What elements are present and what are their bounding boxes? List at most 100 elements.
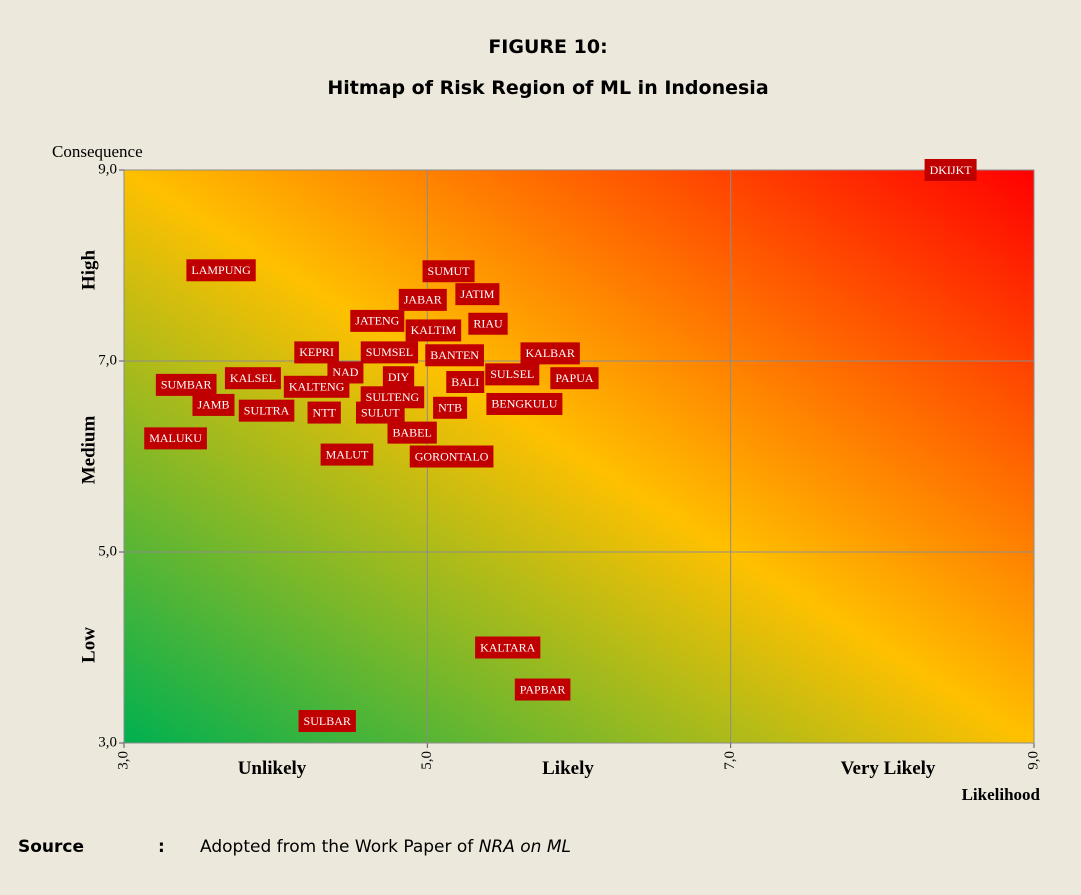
point-label-group: KEPRI <box>294 341 339 364</box>
point-marker <box>468 312 508 335</box>
y-tick-label: 7,0 <box>98 352 117 368</box>
point-label: BALI <box>451 375 479 389</box>
x-tick-label: 7,0 <box>722 751 738 770</box>
point-label-group: SULUT <box>355 401 405 424</box>
point-label: SUMSEL <box>366 345 413 359</box>
point-label: JABAR <box>404 293 442 307</box>
point-label-group: BANTEN <box>425 344 484 367</box>
point-marker <box>224 367 281 390</box>
point-label: BANTEN <box>430 348 479 362</box>
point-marker <box>387 421 437 444</box>
point-marker <box>486 392 563 415</box>
point-label-group: KALSEL <box>224 367 281 390</box>
source-separator: : <box>158 837 165 857</box>
point-label: NAD <box>332 365 358 379</box>
point-label-group: JATIM <box>455 283 500 306</box>
point-label-group: GORONTALO <box>409 445 494 468</box>
point-label-group: RIAU <box>468 312 508 335</box>
point-label-group: SULSEL <box>485 363 540 386</box>
chart-title: FIGURE 10: <box>488 36 607 58</box>
point-label-group: SUMUT <box>422 260 475 283</box>
point-label-group: JABAR <box>398 288 447 311</box>
point-label-group: SULBAR <box>298 710 356 733</box>
point-label-group: LAMPUNG <box>186 259 256 282</box>
point-label: SULUT <box>361 405 400 419</box>
y-region-label: Low <box>78 627 99 663</box>
point-marker <box>405 319 462 342</box>
point-label: NTT <box>313 405 337 419</box>
point-label-group: BENGKULU <box>486 392 563 415</box>
point-label: DIY <box>388 370 410 384</box>
point-label: LAMPUNG <box>191 263 251 277</box>
point-label-group: JATENG <box>350 309 405 332</box>
x-axis-title: Likelihood <box>962 785 1041 804</box>
point-label-group: NTB <box>433 396 468 419</box>
point-marker <box>144 427 207 450</box>
point-marker <box>433 396 468 419</box>
y-tick-label: 3,0 <box>98 734 117 750</box>
source-text: Adopted from the Work Paper of NRA on ML <box>200 837 571 857</box>
point-marker <box>186 259 256 282</box>
point-label: KALBAR <box>526 346 575 360</box>
point-label-group: KALBAR <box>520 342 580 365</box>
point-label: KALSEL <box>230 371 276 385</box>
point-label-group: MALUT <box>320 443 374 466</box>
point-marker <box>360 341 419 364</box>
point-marker <box>455 283 500 306</box>
x-tick-label: 3,0 <box>115 751 131 770</box>
y-region-label: High <box>78 250 99 291</box>
point-label: SUMUT <box>428 264 471 278</box>
point-label: JATIM <box>460 287 494 301</box>
point-marker <box>475 636 541 659</box>
point-marker <box>307 401 341 424</box>
point-label: KEPRI <box>299 345 334 359</box>
point-label-group: DIY <box>382 366 415 389</box>
point-marker <box>398 288 447 311</box>
point-label: KALTIM <box>411 323 457 337</box>
y-region-label: Medium <box>78 416 99 485</box>
point-label: JAMB <box>197 398 229 412</box>
point-marker <box>514 678 571 701</box>
point-label: SUMBAR <box>161 378 212 392</box>
point-marker <box>485 363 540 386</box>
point-label-group: BALI <box>446 371 485 394</box>
point-label-group: SUMSEL <box>360 341 419 364</box>
point-label: KALTENG <box>289 380 345 394</box>
point-label: MALUKU <box>149 431 202 445</box>
point-label: SULBAR <box>304 714 351 728</box>
y-tick-label: 5,0 <box>98 543 117 559</box>
point-label: SULTRA <box>244 403 290 417</box>
point-label-group: KALTARA <box>475 636 541 659</box>
point-label: PAPBAR <box>520 682 566 696</box>
point-marker <box>520 342 580 365</box>
point-label-group: KALTIM <box>405 319 462 342</box>
point-marker <box>550 367 599 390</box>
point-marker <box>294 341 339 364</box>
point-label-group: PAPUA <box>550 367 599 390</box>
point-marker <box>320 443 374 466</box>
point-label: RIAU <box>473 317 503 331</box>
x-region-label: Likely <box>542 758 594 779</box>
point-label-group: MALUKU <box>144 427 207 450</box>
x-tick-label: 9,0 <box>1025 751 1041 770</box>
point-marker <box>155 373 217 396</box>
point-marker <box>355 401 405 424</box>
point-label: KALTARA <box>480 640 536 654</box>
point-label: GORONTALO <box>415 449 489 463</box>
point-label-group: BABEL <box>387 421 437 444</box>
point-marker <box>283 375 350 398</box>
point-marker <box>192 393 235 416</box>
point-marker <box>298 710 356 733</box>
x-tick-label: 5,0 <box>419 751 435 770</box>
point-label: DKIJKT <box>930 163 973 177</box>
source-body: Adopted from the Work Paper of <box>200 837 479 857</box>
point-label-group: SULTRA <box>238 399 295 422</box>
point-label: SULTENG <box>366 390 420 404</box>
x-region-label: Very Likely <box>841 758 936 779</box>
point-label: PAPUA <box>555 371 594 385</box>
point-marker <box>382 366 415 389</box>
point-marker <box>409 445 494 468</box>
point-label: NTB <box>438 401 462 415</box>
point-label: BENGKULU <box>491 397 557 411</box>
